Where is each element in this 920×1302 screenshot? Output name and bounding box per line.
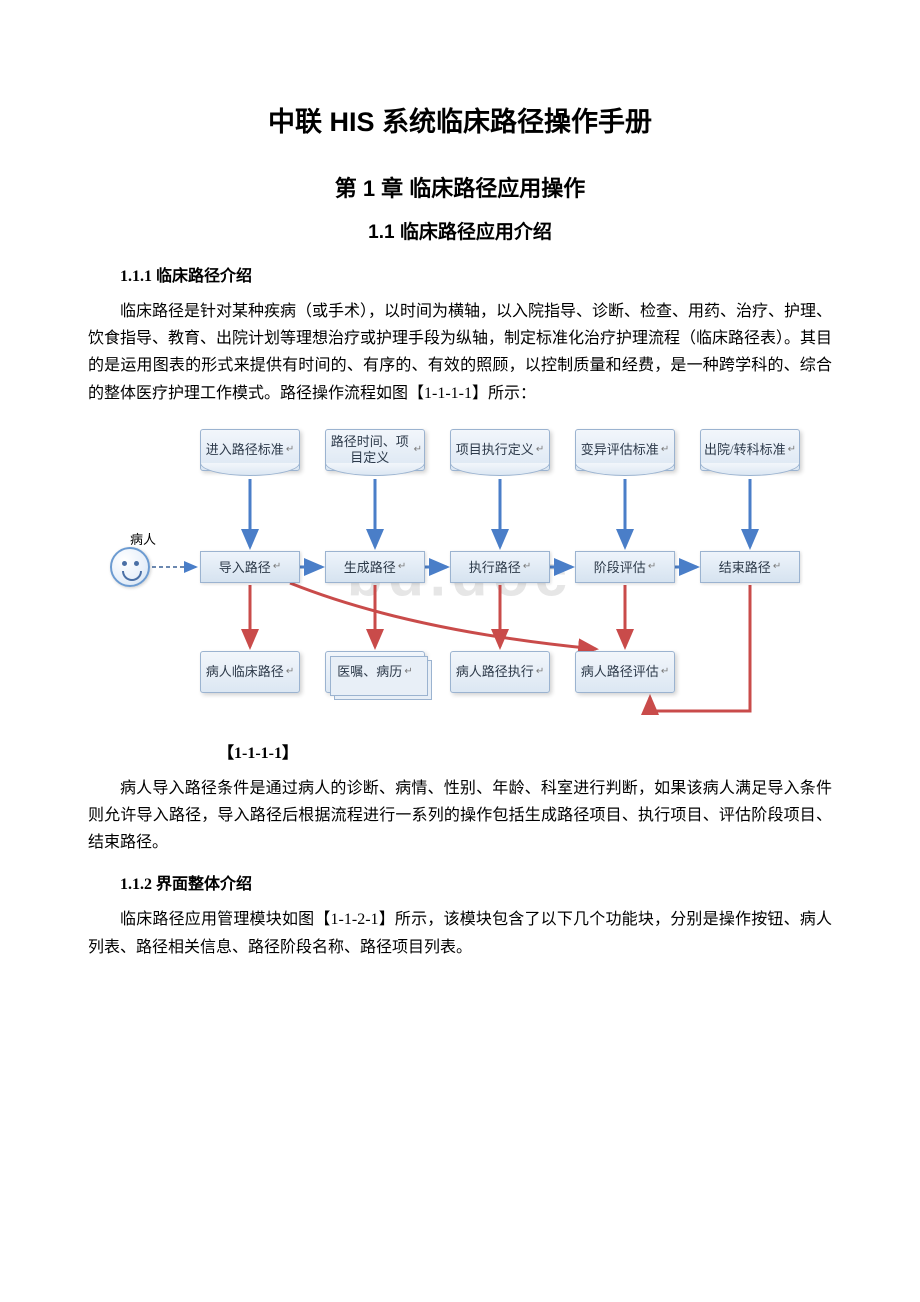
paragraph-3: 临床路径应用管理模块如图【1-1-2-1】所示，该模块包含了以下几个功能块，分别… [88, 906, 832, 960]
paragraph-2: 病人导入路径条件是通过病人的诊断、病情、性别、年龄、科室进行判断，如果该病人满足… [88, 775, 832, 857]
node-patient-exec: 病人路径执行↵ [450, 651, 550, 693]
subsection-2-title: 1.1.2 界面整体介绍 [88, 870, 832, 894]
node-discharge-std: 出院/转科标准↵ [700, 429, 800, 471]
node-generate-path: 生成路径↵ [325, 551, 425, 583]
node-patient-clinical: 病人临床路径↵ [200, 651, 300, 693]
node-time-def: 路径时间、项目定义↵ [325, 429, 425, 471]
document-title: 中联 HIS 系统临床路径操作手册 [88, 100, 832, 139]
patient-icon [110, 547, 150, 587]
paragraph-1: 临床路径是针对某种疾病（或手术），以时间为横轴，以入院指导、诊断、检查、用药、治… [88, 298, 832, 407]
node-variation-std: 变异评估标准↵ [575, 429, 675, 471]
node-execute-path: 执行路径↵ [450, 551, 550, 583]
patient-label: 病人 [130, 529, 156, 548]
node-exec-def: 项目执行定义↵ [450, 429, 550, 471]
node-end-path: 结束路径↵ [700, 551, 800, 583]
subsection-1-title: 1.1.1 临床路径介绍 [88, 262, 832, 286]
node-import-path: 导入路径↵ [200, 551, 300, 583]
node-entry-standard: 进入路径标准↵ [200, 429, 300, 471]
flowchart-figure: bd.doc 病人 [90, 421, 830, 731]
figure-caption: 【1-1-1-1】 [218, 739, 832, 763]
node-orders-records: 医嘱、病历↵ [325, 651, 425, 693]
chapter-title: 第 1 章 临床路径应用操作 [88, 171, 832, 203]
node-phase-eval: 阶段评估↵ [575, 551, 675, 583]
node-patient-eval: 病人路径评估↵ [575, 651, 675, 693]
section-title: 1.1 临床路径应用介绍 [88, 217, 832, 244]
